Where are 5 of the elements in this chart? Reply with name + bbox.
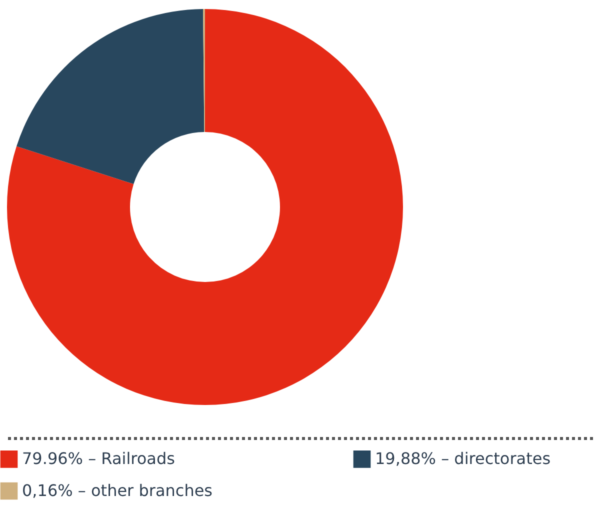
donut-slice [7, 9, 403, 405]
legend-label: 0,16% – other branches [22, 481, 213, 500]
legend-label: 79.96% – Railroads [22, 449, 175, 468]
legend-label: 19,88% – directorates [375, 449, 551, 468]
donut-slice [16, 9, 204, 184]
